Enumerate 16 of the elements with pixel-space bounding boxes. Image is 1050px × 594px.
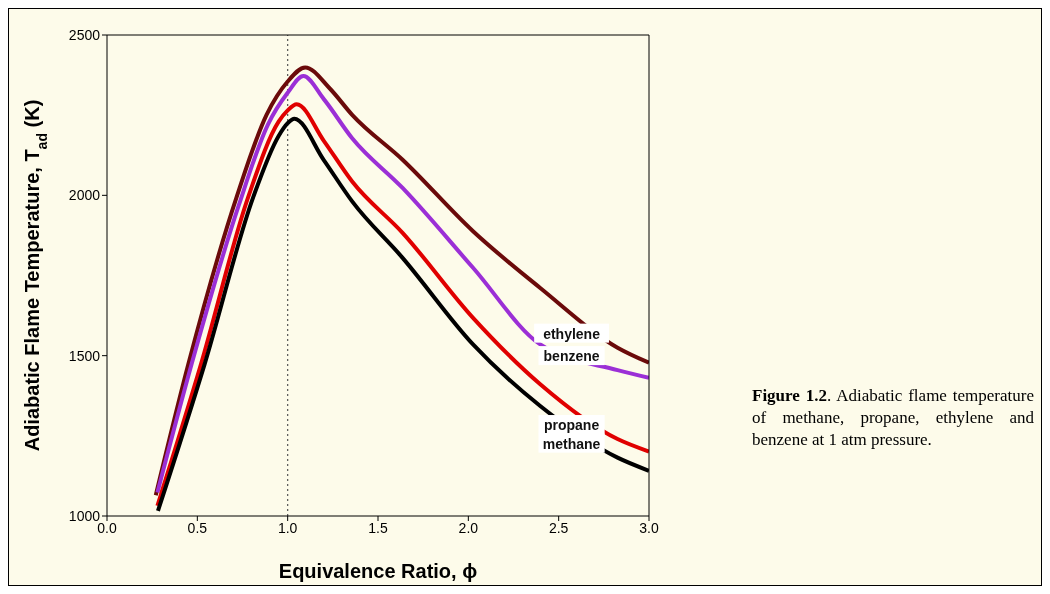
- y-tick-label: 2500: [68, 26, 101, 43]
- series-label: methane: [542, 435, 601, 452]
- y-tick-label: 2000: [68, 187, 101, 204]
- x-tick-label: 3.0: [639, 519, 659, 536]
- series-label: ethylene: [543, 325, 601, 342]
- x-tick-label: 2.0: [458, 519, 479, 536]
- y-tick-label: 1000: [68, 507, 101, 524]
- x-tick-label: 0.5: [187, 519, 208, 536]
- x-axis-title: Equivalence Ratio, ϕ: [278, 560, 478, 582]
- x-tick-label: 2.5: [548, 519, 569, 536]
- series-label: benzene: [543, 348, 600, 365]
- caption: Figure 1.2. Adiabatic flame temperature of methane, propane, ethylene and benzene at 1 atm pressure.: [752, 385, 1034, 451]
- x-tick-label: 1.5: [368, 519, 388, 536]
- series-label: propane: [543, 417, 600, 434]
- x-tick-label: 1.0: [277, 519, 298, 536]
- y-tick-label: 1500: [68, 347, 101, 364]
